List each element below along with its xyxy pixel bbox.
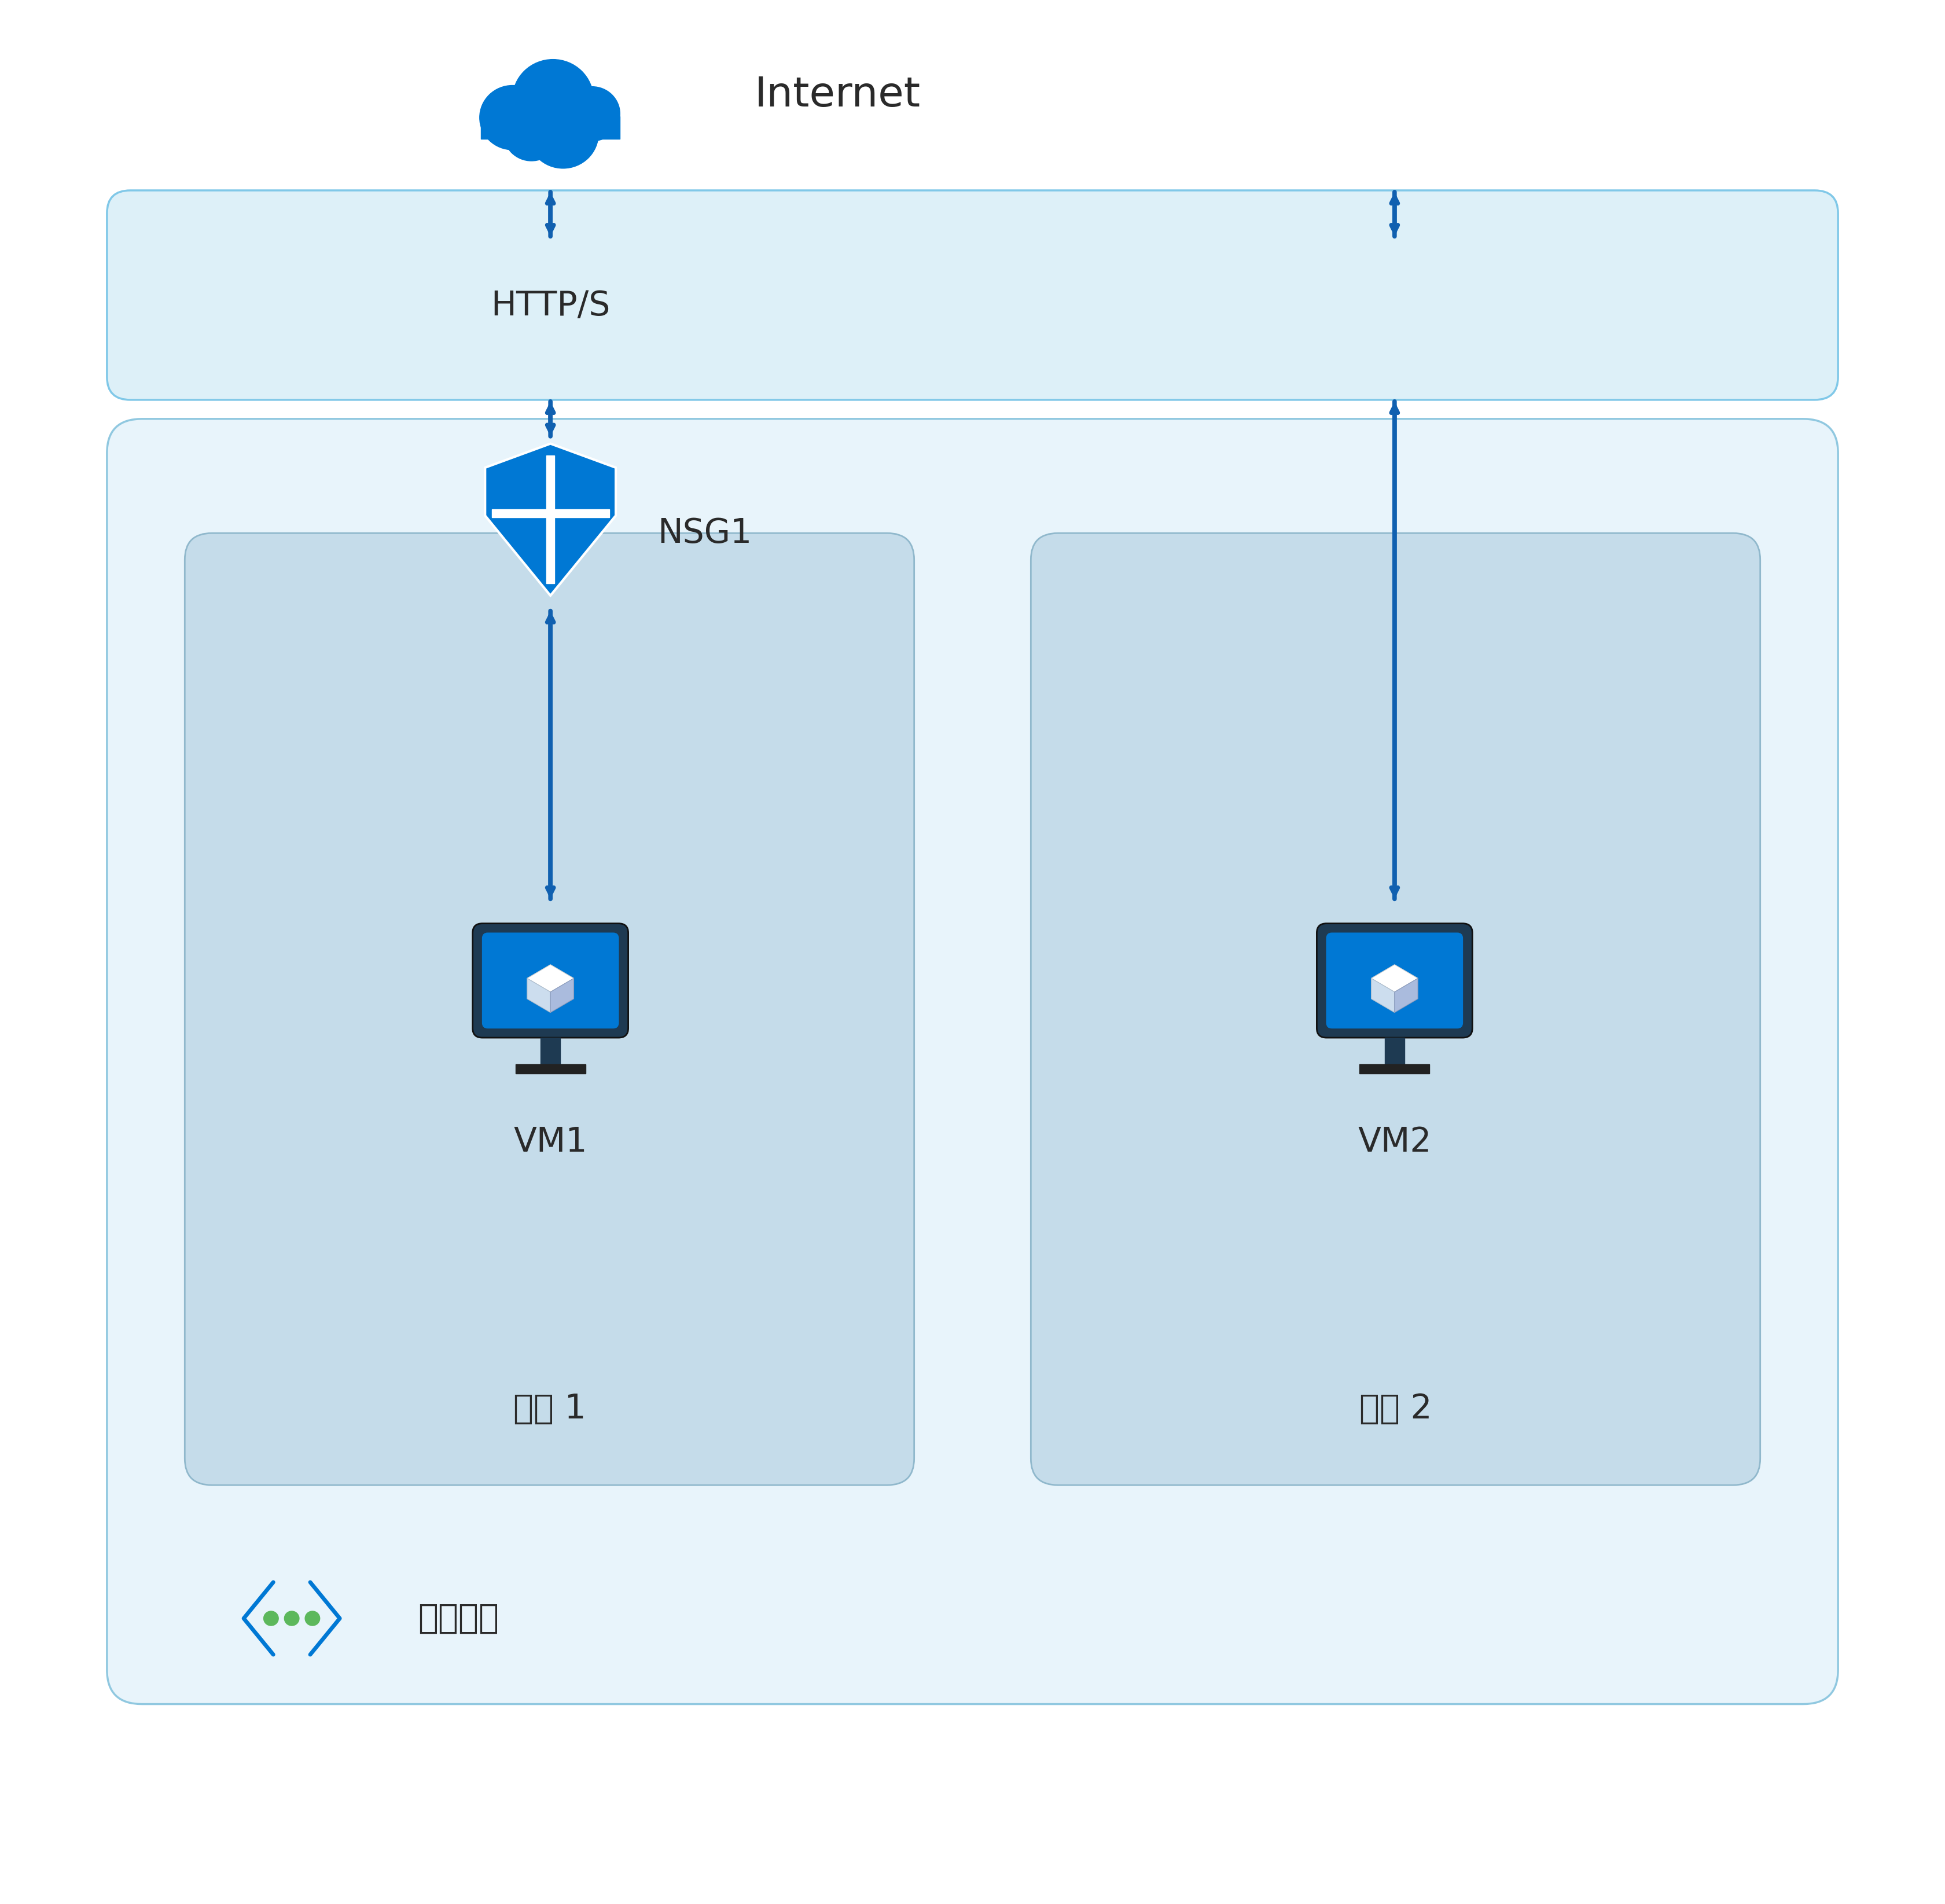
Circle shape [564, 86, 620, 141]
Bar [1385, 1038, 1404, 1064]
Circle shape [284, 1611, 300, 1626]
Text: HTTP/S: HTTP/S [490, 289, 611, 322]
Polygon shape [1371, 965, 1418, 992]
FancyBboxPatch shape [185, 533, 914, 1485]
Circle shape [480, 86, 545, 150]
FancyBboxPatch shape [107, 190, 1838, 400]
Polygon shape [527, 965, 574, 992]
FancyBboxPatch shape [482, 933, 619, 1028]
Text: VM2: VM2 [1358, 1125, 1432, 1160]
FancyBboxPatch shape [473, 923, 628, 1038]
Polygon shape [550, 979, 574, 1013]
Text: 子网 2: 子网 2 [1360, 1392, 1432, 1426]
Text: NSG1: NSG1 [657, 516, 753, 550]
Polygon shape [1371, 979, 1395, 1013]
FancyBboxPatch shape [1031, 533, 1760, 1485]
Circle shape [305, 1611, 319, 1626]
Bar [515, 1064, 585, 1074]
Polygon shape [1395, 979, 1418, 1013]
Bar [1360, 1064, 1430, 1074]
FancyBboxPatch shape [1326, 933, 1463, 1028]
Circle shape [513, 59, 593, 139]
Circle shape [527, 99, 599, 168]
Text: 虚拟网络: 虚拟网络 [418, 1601, 500, 1636]
FancyBboxPatch shape [1317, 923, 1472, 1038]
Text: VM1: VM1 [513, 1125, 587, 1160]
Bar [541, 1038, 560, 1064]
Circle shape [504, 107, 560, 162]
Text: 子网 1: 子网 1 [513, 1392, 585, 1426]
Polygon shape [527, 979, 550, 1013]
Bar [480, 116, 620, 139]
Bar [547, 455, 554, 583]
Bar [492, 508, 609, 518]
Text: Internet: Internet [755, 76, 920, 114]
Circle shape [265, 1611, 278, 1626]
FancyBboxPatch shape [107, 419, 1838, 1704]
Polygon shape [484, 444, 617, 596]
